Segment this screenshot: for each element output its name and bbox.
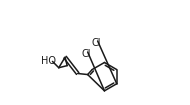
Text: Cl: Cl xyxy=(91,38,101,48)
Text: Cl: Cl xyxy=(81,49,91,59)
Text: HO: HO xyxy=(41,56,56,66)
